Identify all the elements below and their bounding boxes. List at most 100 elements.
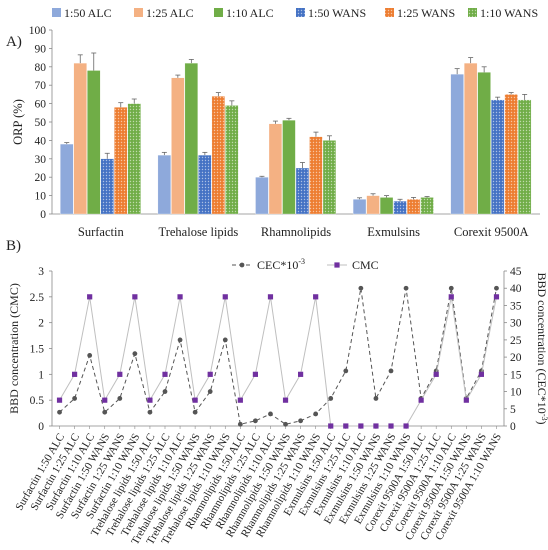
y-tick-label: 70 — [35, 80, 47, 92]
legend-label-cec-main: CEC*10 — [257, 258, 298, 272]
point-cmc — [222, 294, 228, 300]
right-y-tick-label: 15 — [510, 369, 522, 381]
legend-label: 1:50 WANS — [308, 6, 366, 20]
legend-swatch-1-25-alc — [134, 8, 143, 17]
point-cec-10 — [87, 352, 93, 358]
bar-1-10-alc — [282, 120, 296, 215]
right-y-tick-label: 35 — [510, 300, 522, 312]
legend-swatch-1-50-alc — [52, 8, 61, 17]
point-cec-10 — [313, 411, 319, 417]
bar-1-10-wans — [420, 197, 434, 215]
point-cec-10 — [57, 409, 62, 415]
right-y-tick-label: 5 — [510, 404, 516, 416]
point-cec-10 — [358, 285, 364, 291]
left-y-tick-label: 2.5 — [30, 292, 45, 304]
right-y-tick-label: 20 — [510, 352, 522, 364]
y-tick-label: 40 — [35, 135, 47, 147]
bar-1-25-alc — [464, 62, 478, 215]
y-tick-label: 90 — [35, 43, 47, 55]
legend-label: 1:10 ALC — [226, 6, 274, 20]
bar-1-25-wans — [504, 94, 518, 215]
legend-label: 1:25 WANS — [397, 6, 455, 20]
point-cmc — [403, 423, 409, 429]
point-cmc — [87, 294, 93, 300]
bar-1-50-alc — [450, 74, 464, 215]
bar-1-10-alc — [477, 72, 491, 215]
point-cmc — [343, 423, 349, 429]
point-cec-10 — [102, 409, 108, 415]
legend-swatch-1-10-wans — [468, 8, 477, 17]
bar-1-50-wans — [393, 200, 407, 215]
panel-label-a: A) — [6, 34, 22, 50]
right-y-tick-label: 10 — [510, 387, 522, 399]
point-cmc — [117, 371, 123, 377]
bar-1-25-wans — [406, 199, 421, 215]
bar-1-10-wans — [225, 105, 239, 215]
y-tick-label: 0 — [40, 209, 46, 221]
bar-1-10-wans — [127, 103, 141, 215]
right-y-axis-title-end: ) — [535, 420, 548, 424]
point-cec-10 — [343, 368, 349, 374]
left-y-tick-label: 0.5 — [30, 395, 45, 407]
bar-1-10-alc — [184, 62, 198, 215]
bar-1-25-wans — [211, 96, 225, 215]
bar-1-25-wans — [309, 136, 323, 215]
bar-1-50-alc — [157, 154, 171, 215]
bar-1-10-alc — [379, 197, 394, 215]
category-label: Rhamnolipids — [261, 225, 331, 239]
panel-a-bar-chart: A) 0 10 20 30 40 50 60 70 80 90 100 ORP (%) Surfactin… — [6, 6, 540, 239]
series-line-cec-10 — [59, 288, 497, 425]
point-cmc — [102, 397, 108, 403]
y-tick-label: 100 — [29, 25, 47, 37]
bar-1-25-alc — [268, 123, 283, 215]
point-cec-10 — [283, 421, 288, 427]
bar-1-50-wans — [295, 167, 310, 215]
point-cec-10 — [494, 285, 499, 291]
point-cec-10 — [72, 396, 77, 401]
point-cec-10 — [207, 389, 213, 394]
right-y-axis-title-main: BBD concentration (CEC*10 — [535, 273, 548, 414]
point-cec-10 — [448, 285, 454, 291]
bar-1-25-alc — [366, 195, 380, 215]
bar-1-50-alc — [352, 199, 367, 215]
legend-swatch-1-25-wans — [385, 8, 394, 17]
left-y-tick-label: 0 — [38, 421, 44, 433]
point-cmc — [147, 397, 153, 403]
point-cmc — [237, 397, 243, 403]
legend-marker-cec — [239, 262, 245, 268]
point-cmc — [72, 371, 78, 377]
point-cec-10 — [192, 409, 198, 415]
point-cmc — [328, 423, 334, 429]
point-cmc — [207, 371, 213, 377]
series-line-cmc — [59, 296, 497, 427]
right-y-tick-label: 40 — [510, 283, 522, 295]
point-cmc — [388, 423, 394, 429]
right-y-tick-label: 30 — [510, 318, 522, 330]
right-y-tick-label: 0 — [510, 421, 516, 433]
point-cec-10 — [147, 409, 153, 415]
legend-label-cmc: CMC — [352, 258, 379, 272]
point-cmc — [162, 371, 168, 377]
left-y-axis-title: BBD concentration (CMC) — [7, 283, 21, 414]
y-tick-label: 80 — [35, 62, 47, 74]
y-tick-label: 60 — [35, 99, 47, 111]
right-y-axis-title-sup: -3 — [540, 414, 548, 421]
legend-swatch-1-10-alc — [214, 8, 223, 17]
point-cmc — [313, 294, 319, 300]
bar-1-50-wans — [198, 154, 212, 215]
point-cec-10 — [298, 418, 303, 424]
point-cec-10 — [328, 396, 334, 401]
point-cmc — [463, 397, 469, 403]
point-cec-10 — [388, 368, 394, 374]
bar-1-25-alc — [73, 62, 87, 215]
y-tick-label: 30 — [35, 154, 47, 166]
point-cmc — [282, 397, 289, 403]
point-cmc — [448, 294, 454, 300]
bar-1-50-wans — [491, 99, 505, 215]
bar-1-10-alc — [87, 70, 101, 215]
point-cmc — [418, 397, 424, 403]
legend-marker-cmc — [334, 262, 340, 268]
bar-1-50-wans — [100, 158, 114, 215]
point-cmc — [177, 294, 183, 300]
